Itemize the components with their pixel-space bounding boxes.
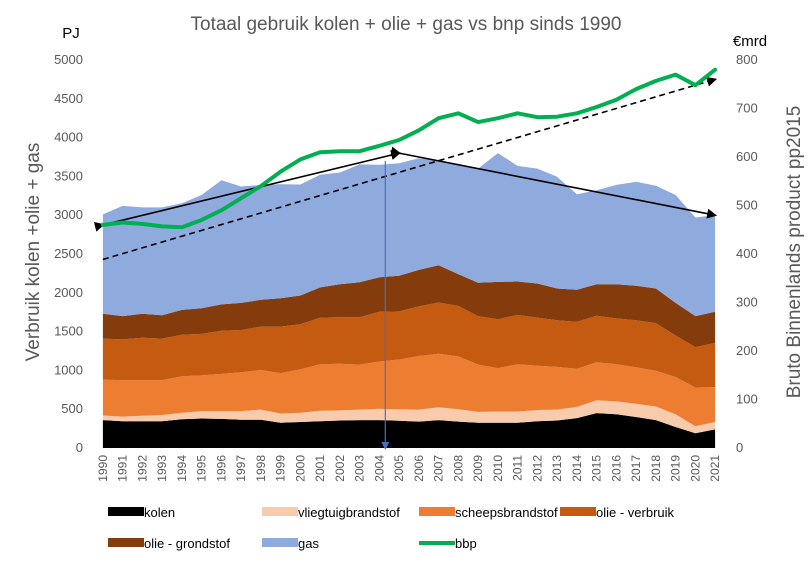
chart-title: Totaal gebruik kolen + olie + gas vs bnp… [191, 14, 622, 35]
left-tick-label: 2000 [54, 285, 83, 300]
x-tick-label: 1992 [135, 455, 149, 482]
x-tick-label: 2008 [451, 455, 465, 482]
right-tick-label: 600 [736, 149, 758, 164]
x-tick-label: 2019 [669, 455, 683, 482]
x-tick-label: 1997 [234, 455, 248, 482]
left-tick-label: 2500 [54, 246, 83, 261]
x-tick-label: 2000 [293, 455, 307, 482]
legend-label: vliegtuigbrandstof [298, 505, 400, 520]
x-tick-label: 1996 [214, 455, 228, 482]
x-tick-label: 2015 [590, 455, 604, 482]
x-tick-label: 2017 [629, 455, 643, 482]
x-tick-label: 2012 [530, 455, 544, 482]
x-tick-label: 1999 [274, 455, 288, 482]
x-tick-label: 2004 [372, 455, 386, 482]
x-tick-label: 2016 [609, 455, 623, 482]
left-tick-label: 4000 [54, 130, 83, 145]
left-axis-label: Verbruik kolen +olie + gas [23, 143, 44, 362]
x-tick-label: 2009 [471, 455, 485, 482]
x-tick-label: 2018 [649, 455, 663, 482]
right-tick-label: 400 [736, 246, 758, 261]
left-axis-unit: PJ [62, 25, 80, 42]
right-axis-label: Bruto Binnenlands product pp2015 [784, 106, 805, 399]
legend-swatch [419, 507, 455, 516]
legend-swatch [108, 507, 144, 516]
trend-arrow [390, 146, 718, 219]
x-tick-label: 2003 [353, 455, 367, 482]
x-tick-label: 1998 [254, 455, 268, 482]
x-tick-label: 2006 [412, 455, 426, 482]
x-tick-label: 2021 [708, 455, 722, 482]
x-tick-label: 2011 [511, 455, 525, 481]
x-tick-label: 2005 [392, 455, 406, 482]
area-vliegtuigbrandstof [102, 400, 716, 434]
legend-label: olie - grondstof [144, 536, 230, 551]
line-bbp [100, 67, 718, 230]
trend-dashed-arrow [102, 76, 718, 261]
left-tick-label: 500 [61, 401, 83, 416]
right-tick-label: 200 [736, 343, 758, 358]
right-tick-label: 300 [736, 295, 758, 310]
bbp-line-group [100, 67, 718, 230]
legend-swatch [262, 507, 298, 516]
legend-swatch [262, 538, 298, 547]
area-scheepsbrandstof [102, 353, 716, 427]
annotations [93, 76, 718, 450]
legend-label: olie - verbruik [596, 505, 675, 520]
x-tick-label: 1994 [175, 455, 189, 482]
legend-swatch [560, 507, 596, 516]
x-tick-label: 1995 [195, 455, 209, 482]
legend-label: bbp [455, 536, 477, 551]
x-tick-label: 2007 [432, 455, 446, 482]
x-tick-label: 2002 [333, 455, 347, 482]
right-tick-label: 0 [736, 440, 743, 455]
legend-swatch [108, 538, 144, 547]
legend-label: kolen [144, 505, 175, 520]
x-axis-ticks: 1990 1991 1992 1993 1994 1995 1996 1997 1998 1999… [96, 455, 722, 482]
right-axis-unit: €mrd [733, 33, 767, 50]
right-tick-label: 800 [736, 52, 758, 67]
left-tick-label: 3000 [54, 207, 83, 222]
left-tick-label: 1000 [54, 362, 83, 377]
x-tick-label: 2013 [550, 455, 564, 482]
x-tick-label: 2014 [570, 455, 584, 482]
legend-label: scheepsbrandstof [455, 505, 558, 520]
legend-label: gas [298, 536, 319, 551]
legend: kolen vliegtuigbrandstof scheepsbrandstof o… [108, 505, 675, 551]
left-tick-label: 5000 [54, 52, 83, 67]
left-axis-ticks: 0 500 1000 1500 2000 2500 3000 3500 4000 4500 5000 [54, 52, 83, 455]
x-tick-label: 1990 [96, 455, 110, 482]
area-olie-grondstof [102, 265, 716, 348]
left-tick-label: 0 [76, 440, 83, 455]
right-tick-label: 500 [736, 198, 758, 213]
area-olie-verbruik [102, 302, 716, 388]
left-tick-label: 3500 [54, 168, 83, 183]
right-axis-ticks: 0 100 200 300 400 500 600 700 800 [736, 52, 758, 455]
right-tick-label: 100 [736, 392, 758, 407]
left-tick-label: 4500 [54, 91, 83, 106]
trend-arrow [93, 150, 402, 232]
area-kolen [102, 413, 716, 448]
x-tick-label: 2010 [491, 455, 505, 482]
x-tick-label: 1993 [155, 455, 169, 482]
x-tick-label: 1991 [116, 455, 130, 482]
x-tick-label: 2020 [688, 455, 702, 482]
right-tick-label: 700 [736, 101, 758, 116]
left-tick-label: 1500 [54, 324, 83, 339]
x-tick-label: 2001 [313, 455, 327, 482]
